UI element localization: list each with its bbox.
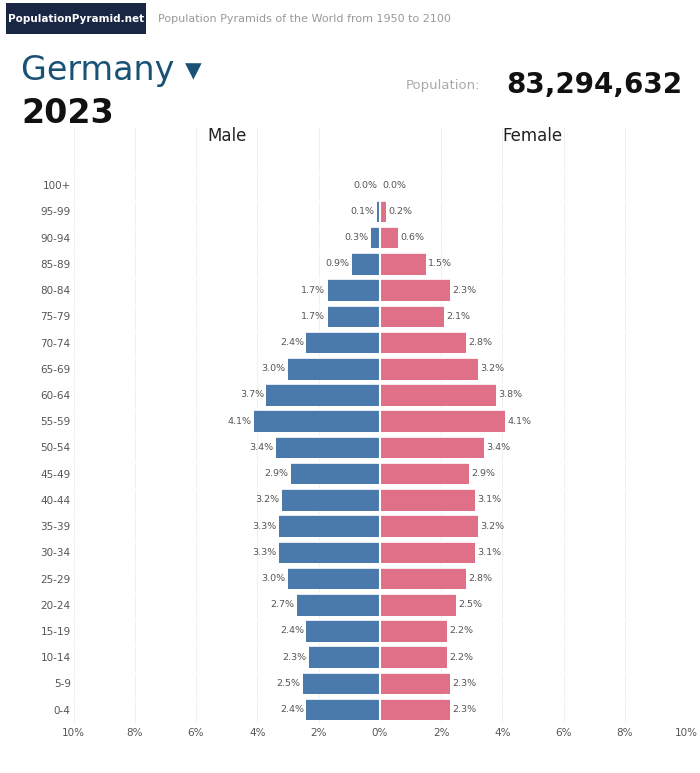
Text: 2023: 2023	[21, 97, 113, 130]
Text: 0.3%: 0.3%	[344, 233, 368, 242]
Text: 3.2%: 3.2%	[256, 495, 279, 504]
Text: 4.1%: 4.1%	[508, 417, 532, 426]
Bar	[288, 358, 379, 380]
Bar	[379, 358, 477, 380]
Bar	[307, 332, 379, 353]
Text: 2.8%: 2.8%	[468, 338, 492, 347]
Text: 2.3%: 2.3%	[453, 285, 477, 295]
Bar	[379, 516, 477, 537]
Text: Female: Female	[503, 127, 563, 145]
Text: 2.4%: 2.4%	[280, 705, 304, 714]
Text: Germany ▾: Germany ▾	[21, 54, 202, 87]
Text: 83,294,632: 83,294,632	[506, 71, 682, 99]
Bar	[379, 463, 468, 485]
Text: 0.1%: 0.1%	[350, 207, 374, 216]
Text: 3.3%: 3.3%	[252, 522, 276, 530]
Bar	[379, 620, 447, 642]
Bar	[281, 489, 379, 511]
Text: 3.0%: 3.0%	[261, 364, 286, 373]
Bar	[279, 542, 379, 563]
Bar	[379, 305, 444, 327]
Bar	[297, 594, 379, 615]
Bar	[379, 699, 450, 720]
Text: 2.2%: 2.2%	[449, 626, 474, 635]
Bar	[379, 384, 496, 406]
Bar	[328, 279, 379, 301]
Text: 0.0%: 0.0%	[382, 181, 406, 189]
Text: PopulationPyramid.net: PopulationPyramid.net	[8, 14, 143, 23]
Bar	[288, 568, 379, 589]
Text: 0.6%: 0.6%	[400, 233, 425, 242]
Text: 1.7%: 1.7%	[301, 285, 326, 295]
Text: 2.1%: 2.1%	[447, 312, 470, 321]
Bar	[379, 489, 475, 511]
Text: 2.4%: 2.4%	[280, 626, 304, 635]
Text: 2.2%: 2.2%	[449, 652, 474, 662]
Text: 2.5%: 2.5%	[276, 679, 301, 688]
Text: 1.5%: 1.5%	[428, 260, 452, 268]
Bar	[379, 227, 398, 248]
Text: 0.9%: 0.9%	[326, 260, 350, 268]
Text: 3.7%: 3.7%	[240, 390, 264, 400]
Bar	[379, 542, 475, 563]
Text: 3.4%: 3.4%	[486, 443, 510, 452]
Bar	[276, 437, 379, 458]
Bar	[379, 646, 447, 668]
Bar	[379, 410, 505, 432]
Bar	[379, 253, 426, 274]
Bar	[377, 201, 379, 222]
Bar	[267, 384, 379, 406]
Text: 3.4%: 3.4%	[249, 443, 273, 452]
Text: Male: Male	[207, 127, 246, 145]
Bar	[379, 201, 386, 222]
Bar	[6, 3, 146, 34]
Bar	[307, 620, 379, 642]
Text: Population Pyramids of the World from 1950 to 2100: Population Pyramids of the World from 19…	[158, 14, 450, 23]
Text: 2.3%: 2.3%	[283, 652, 307, 662]
Text: 2.7%: 2.7%	[271, 601, 295, 609]
Text: 2.3%: 2.3%	[453, 705, 477, 714]
Bar	[379, 568, 466, 589]
Text: 3.8%: 3.8%	[498, 390, 523, 400]
Text: 2.9%: 2.9%	[471, 469, 495, 478]
Text: 3.1%: 3.1%	[477, 548, 501, 557]
Bar	[279, 516, 379, 537]
Text: 3.2%: 3.2%	[480, 364, 504, 373]
Text: 0.2%: 0.2%	[389, 207, 412, 216]
Bar	[352, 253, 379, 274]
Bar	[379, 279, 450, 301]
Text: Population:: Population:	[406, 79, 480, 91]
Bar	[379, 673, 450, 694]
Bar	[379, 332, 466, 353]
Text: 2.4%: 2.4%	[280, 338, 304, 347]
Text: 0.0%: 0.0%	[354, 181, 377, 189]
Text: 2.9%: 2.9%	[265, 469, 288, 478]
Bar	[328, 305, 379, 327]
Bar	[309, 646, 379, 668]
Bar	[370, 227, 379, 248]
Text: 2.3%: 2.3%	[453, 679, 477, 688]
Text: 4.1%: 4.1%	[228, 417, 252, 426]
Text: 2.5%: 2.5%	[458, 601, 483, 609]
Text: 3.3%: 3.3%	[252, 548, 276, 557]
Text: 3.2%: 3.2%	[480, 522, 504, 530]
Bar	[379, 594, 456, 615]
Text: 3.0%: 3.0%	[261, 574, 286, 583]
Text: 2.8%: 2.8%	[468, 574, 492, 583]
Bar	[254, 410, 379, 432]
Text: 1.7%: 1.7%	[301, 312, 326, 321]
Bar	[307, 699, 379, 720]
Text: 3.1%: 3.1%	[477, 495, 501, 504]
Bar	[291, 463, 379, 485]
Bar	[379, 437, 484, 458]
Bar	[303, 673, 379, 694]
